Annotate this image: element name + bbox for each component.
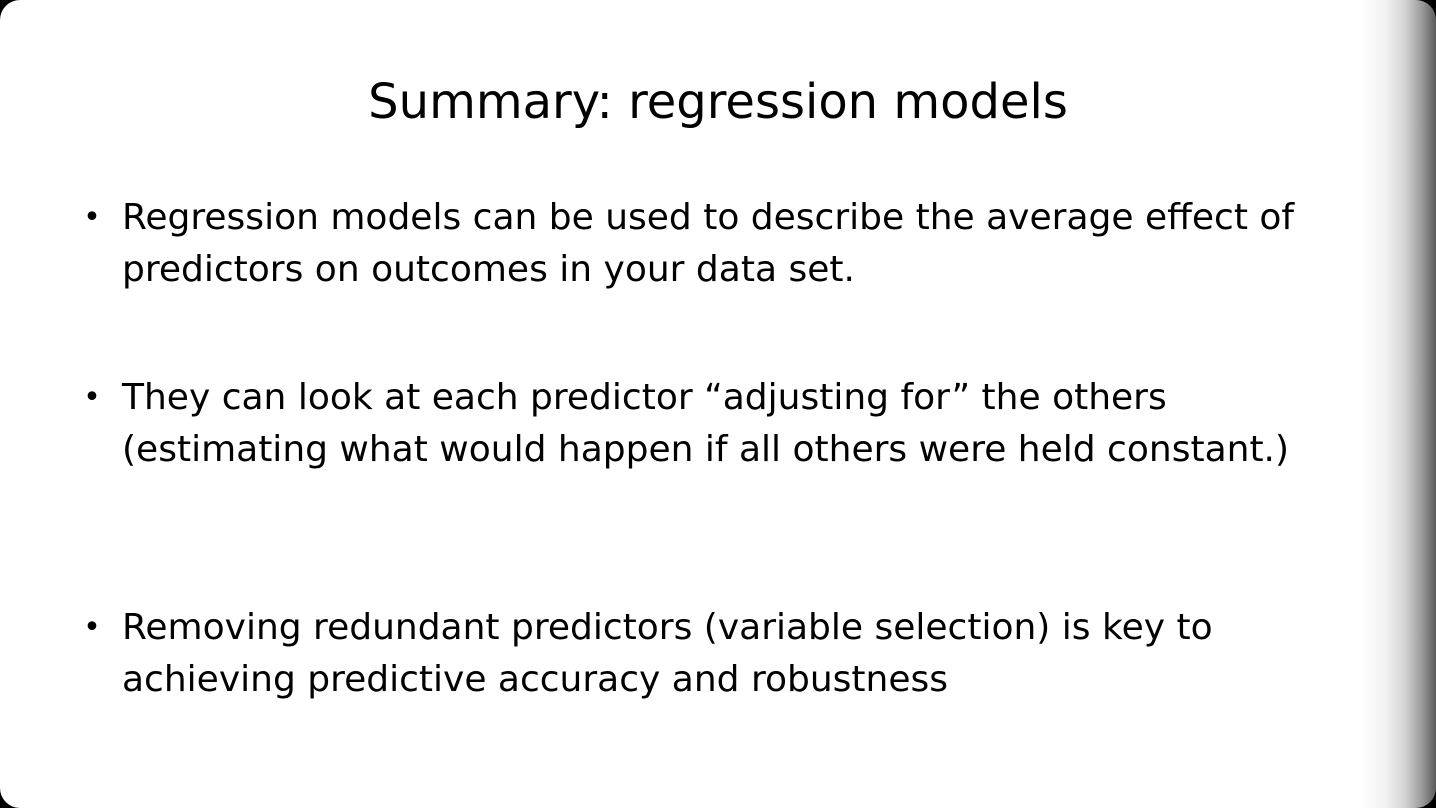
- bullet-text: They can look at each predictor “adjusti…: [122, 377, 1290, 470]
- bullet-text: Removing redundant predictors (variable …: [122, 607, 1213, 700]
- slide-title: Summary: regression models: [368, 74, 1068, 130]
- bullet-item: • They can look at each predictor “adjus…: [83, 372, 1352, 476]
- bullet-dot-icon: •: [83, 610, 101, 645]
- bullet-dot-icon: •: [83, 200, 101, 235]
- bullet-item: • Regression models can be used to descr…: [83, 192, 1352, 296]
- bullet-text: Regression models can be used to describ…: [122, 197, 1295, 290]
- bullet-item: • Removing redundant predictors (variabl…: [83, 602, 1352, 706]
- bullet-dot-icon: •: [83, 380, 101, 415]
